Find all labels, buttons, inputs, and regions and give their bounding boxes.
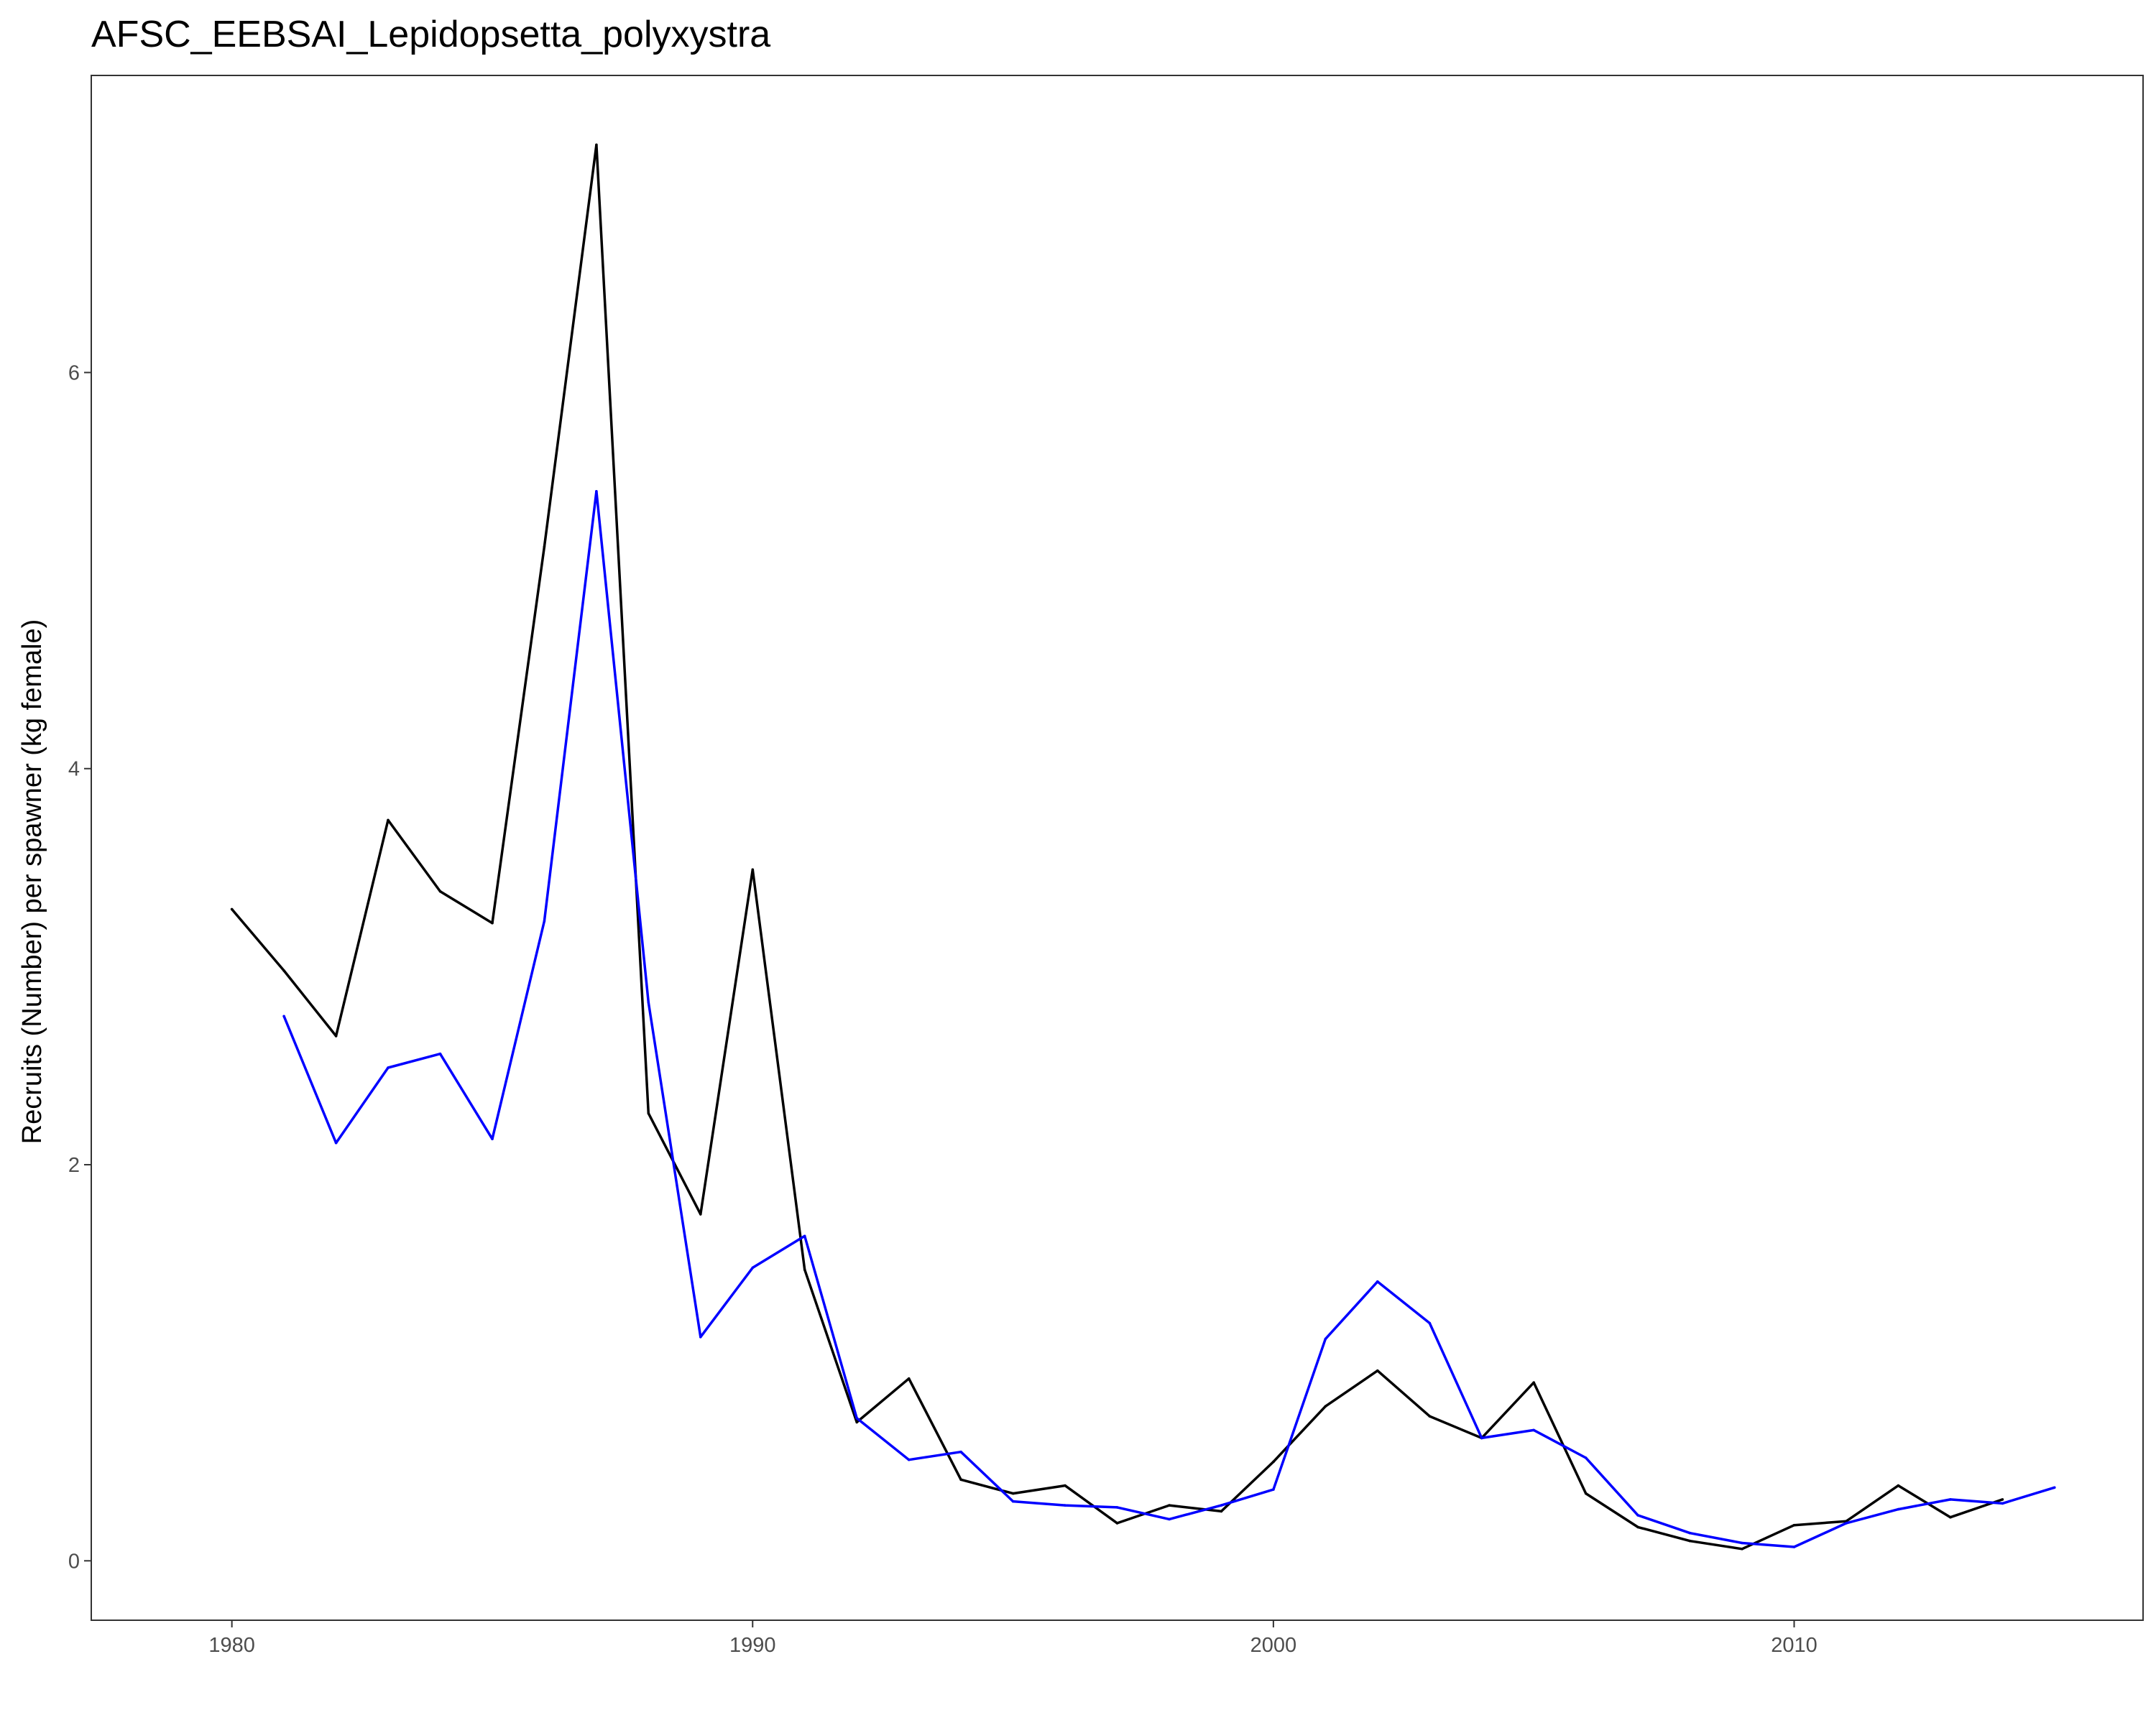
x-tick-label-1990: 1990	[729, 1634, 776, 1657]
data-point-black-1995	[1011, 1492, 1015, 1495]
data-point-black-1994	[959, 1478, 962, 1482]
data-point-blue-1989	[699, 1336, 702, 1339]
data-point-blue-1994	[959, 1450, 962, 1454]
data-point-blue-1999	[1220, 1504, 1223, 1507]
data-point-blue-1992	[855, 1417, 858, 1420]
data-point-blue-1983	[387, 1066, 390, 1069]
data-point-blue-2005	[1532, 1428, 1535, 1432]
data-point-blue-1984	[438, 1052, 442, 1055]
data-point-black-1984	[438, 890, 442, 893]
data-point-black-2012	[1897, 1484, 1900, 1487]
data-point-black-1993	[907, 1377, 911, 1380]
data-point-black-2007	[1636, 1525, 1639, 1529]
data-point-black-1992	[855, 1420, 858, 1424]
data-point-black-1981	[282, 969, 285, 972]
data-point-black-2001	[1324, 1405, 1327, 1408]
data-point-blue-2015	[2053, 1486, 2056, 1489]
data-point-black-2005	[1532, 1381, 1535, 1384]
data-point-blue-2001	[1324, 1337, 1327, 1341]
plot-panel-border	[91, 75, 2144, 1621]
data-point-black-1999	[1220, 1510, 1223, 1513]
data-point-black-1997	[1115, 1522, 1119, 1525]
data-point-blue-1982	[334, 1141, 338, 1145]
data-point-black-1990	[751, 868, 755, 872]
data-point-black-1985	[491, 921, 494, 925]
x-tick-label-2000: 2000	[1250, 1634, 1297, 1657]
data-point-black-2008	[1688, 1539, 1692, 1543]
data-point-black-2003	[1428, 1415, 1432, 1418]
data-point-black-2006	[1584, 1492, 1588, 1495]
data-point-black-2009	[1741, 1548, 1743, 1551]
y-axis-title: Recruits (Number) per spawner (kg female…	[17, 619, 47, 1145]
data-point-blue-2011	[1845, 1522, 1848, 1525]
data-point-blue-1993	[907, 1458, 911, 1461]
data-point-blue-2006	[1584, 1456, 1588, 1459]
plot-area: 1980 1990 2000 2010 0 2 4 6	[68, 75, 2144, 1657]
data-point-black-1991	[803, 1268, 806, 1271]
data-point-black-1983	[387, 818, 390, 822]
data-point-blue-2003	[1428, 1321, 1432, 1325]
data-point-blue-1990	[751, 1266, 755, 1270]
data-point-black-2010	[1792, 1523, 1796, 1527]
y-tick-label-0: 0	[68, 1550, 80, 1573]
y-tick-label-6: 6	[68, 361, 80, 384]
chart-title: AFSC_EEBSAI_Lepidopsetta_polyxystra	[91, 14, 770, 55]
data-point-blue-2007	[1636, 1514, 1639, 1517]
data-point-black-2013	[1949, 1515, 1952, 1519]
data-point-blue-2013	[1949, 1498, 1952, 1501]
data-point-blue-1997	[1115, 1506, 1119, 1509]
data-point-blue-1995	[1011, 1500, 1015, 1503]
data-point-blue-1998	[1168, 1517, 1171, 1521]
data-point-black-1998	[1168, 1504, 1171, 1507]
data-point-blue-1986	[543, 920, 546, 923]
data-point-blue-2002	[1376, 1280, 1379, 1283]
data-point-blue-2010	[1792, 1546, 1796, 1548]
data-point-blue-2008	[1688, 1531, 1692, 1535]
y-tick-label-2: 2	[68, 1154, 80, 1177]
data-point-black-1989	[699, 1213, 702, 1216]
data-point-blue-1985	[491, 1137, 494, 1140]
data-point-black-2014	[2001, 1498, 2004, 1501]
data-point-blue-1991	[803, 1234, 806, 1238]
data-point-blue-1996	[1064, 1504, 1067, 1507]
data-point-blue-1987	[595, 490, 598, 493]
data-point-blue-2012	[1897, 1507, 1900, 1511]
data-point-blue-2014	[2001, 1502, 2004, 1505]
data-point-black-1996	[1064, 1484, 1067, 1487]
data-point-black-1980	[230, 907, 234, 911]
data-point-black-2000	[1272, 1460, 1275, 1464]
data-point-black-1987	[595, 143, 598, 147]
x-tick-label-1980: 1980	[208, 1634, 255, 1657]
data-point-blue-2000	[1272, 1488, 1275, 1491]
data-point-black-2002	[1376, 1369, 1379, 1372]
data-point-blue-1981	[282, 1015, 285, 1018]
data-point-black-1988	[647, 1112, 650, 1115]
data-point-blue-2009	[1741, 1541, 1743, 1545]
y-tick-label-4: 4	[68, 758, 80, 781]
data-point-black-1982	[334, 1035, 338, 1038]
data-point-blue-1988	[647, 1001, 650, 1004]
data-point-blue-2004	[1480, 1436, 1483, 1440]
x-tick-label-2010: 2010	[1771, 1634, 1818, 1657]
data-point-black-1986	[543, 545, 546, 548]
